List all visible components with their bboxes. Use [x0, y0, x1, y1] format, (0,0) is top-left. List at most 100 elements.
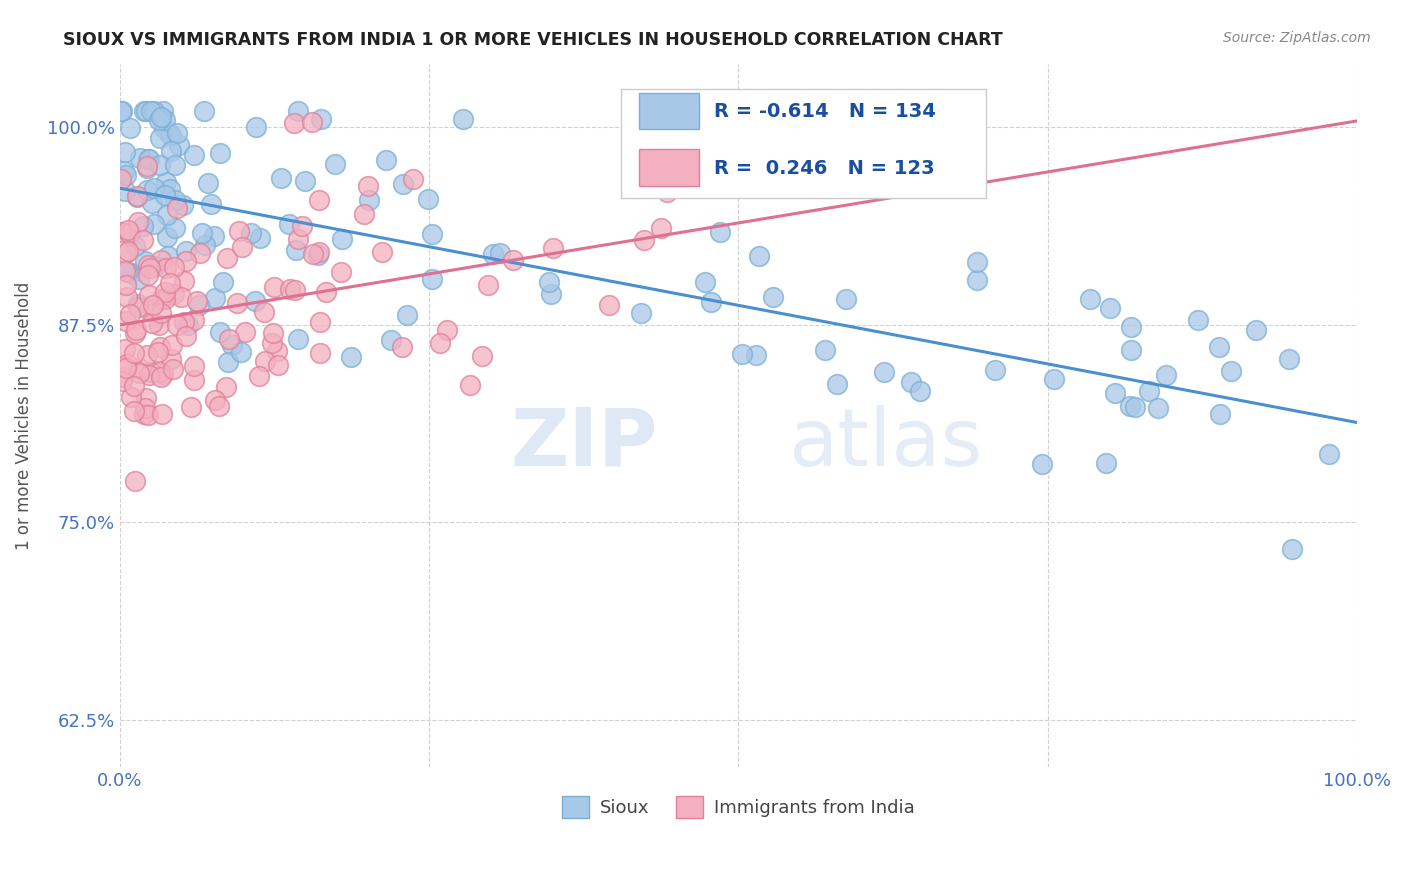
Point — [540, 287, 562, 301]
Point — [127, 297, 149, 311]
Point — [136, 153, 159, 167]
Point — [283, 116, 305, 130]
Point — [155, 188, 177, 202]
Point — [502, 253, 524, 268]
Point — [163, 221, 186, 235]
Point — [266, 344, 288, 359]
Point — [132, 104, 155, 119]
Point — [748, 249, 770, 263]
Point — [197, 177, 219, 191]
Point — [191, 226, 214, 240]
Point — [420, 272, 443, 286]
Point — [114, 277, 136, 292]
Text: SIOUX VS IMMIGRANTS FROM INDIA 1 OR MORE VEHICLES IN HOUSEHOLD CORRELATION CHART: SIOUX VS IMMIGRANTS FROM INDIA 1 OR MORE… — [63, 31, 1002, 49]
Point — [120, 227, 142, 242]
Point — [695, 275, 717, 289]
Point — [136, 408, 159, 422]
Point — [218, 332, 240, 346]
Point — [370, 245, 392, 260]
Point — [375, 153, 398, 168]
Point — [135, 104, 157, 119]
Point — [166, 126, 188, 140]
Point — [872, 365, 894, 379]
Point — [134, 254, 156, 268]
Point — [115, 265, 138, 279]
Point — [477, 278, 499, 293]
Point — [138, 368, 160, 383]
Point — [167, 138, 190, 153]
Point — [302, 247, 325, 261]
Point — [294, 174, 316, 188]
Point — [1123, 400, 1146, 414]
Point — [150, 370, 173, 384]
Point — [115, 357, 138, 371]
Point — [136, 258, 159, 272]
Point — [148, 158, 170, 172]
Point — [309, 315, 332, 329]
Point — [159, 276, 181, 290]
Point — [124, 326, 146, 340]
Point — [110, 225, 132, 239]
Point — [330, 265, 353, 279]
Point — [132, 219, 155, 234]
Point — [153, 121, 176, 136]
Point — [149, 252, 172, 267]
Point — [183, 148, 205, 162]
Point — [135, 391, 157, 405]
Point — [225, 295, 247, 310]
Point — [155, 175, 177, 189]
Point — [204, 393, 226, 408]
Point — [308, 245, 330, 260]
Point — [114, 169, 136, 183]
Point — [150, 306, 173, 320]
FancyBboxPatch shape — [640, 93, 699, 129]
Point — [150, 407, 173, 421]
Point — [114, 263, 136, 277]
Point — [141, 196, 163, 211]
Point — [128, 151, 150, 165]
Point — [132, 408, 155, 422]
Point — [114, 342, 136, 356]
Point — [628, 176, 651, 190]
Point — [176, 244, 198, 258]
Point — [173, 274, 195, 288]
Point — [287, 232, 309, 246]
Text: atlas: atlas — [787, 405, 983, 483]
Point — [630, 305, 652, 319]
Point — [309, 346, 332, 360]
Point — [1078, 292, 1101, 306]
Point — [436, 323, 458, 337]
Point — [111, 104, 134, 119]
Point — [1154, 368, 1177, 382]
Point — [1317, 447, 1340, 461]
Point — [152, 367, 174, 381]
Point — [112, 164, 135, 178]
Point — [110, 171, 132, 186]
Point — [330, 232, 353, 246]
Point — [163, 287, 186, 301]
Point — [416, 193, 439, 207]
Point — [162, 361, 184, 376]
Point — [149, 131, 172, 145]
Point — [215, 379, 238, 393]
Point — [188, 246, 211, 260]
Point — [700, 294, 723, 309]
Point — [984, 362, 1007, 376]
Point — [249, 231, 271, 245]
Point — [458, 377, 481, 392]
Point — [149, 365, 172, 379]
Point — [148, 113, 170, 128]
Point — [143, 259, 166, 273]
Point — [1208, 340, 1230, 354]
Y-axis label: 1 or more Vehicles in Household: 1 or more Vehicles in Household — [15, 282, 32, 549]
Point — [1043, 372, 1066, 386]
Point — [825, 376, 848, 391]
Point — [170, 290, 193, 304]
Point — [402, 171, 425, 186]
Point — [537, 275, 560, 289]
Point — [278, 282, 301, 296]
Point — [136, 161, 159, 175]
Point — [188, 298, 211, 312]
Point — [1220, 364, 1243, 378]
Point — [357, 194, 380, 208]
